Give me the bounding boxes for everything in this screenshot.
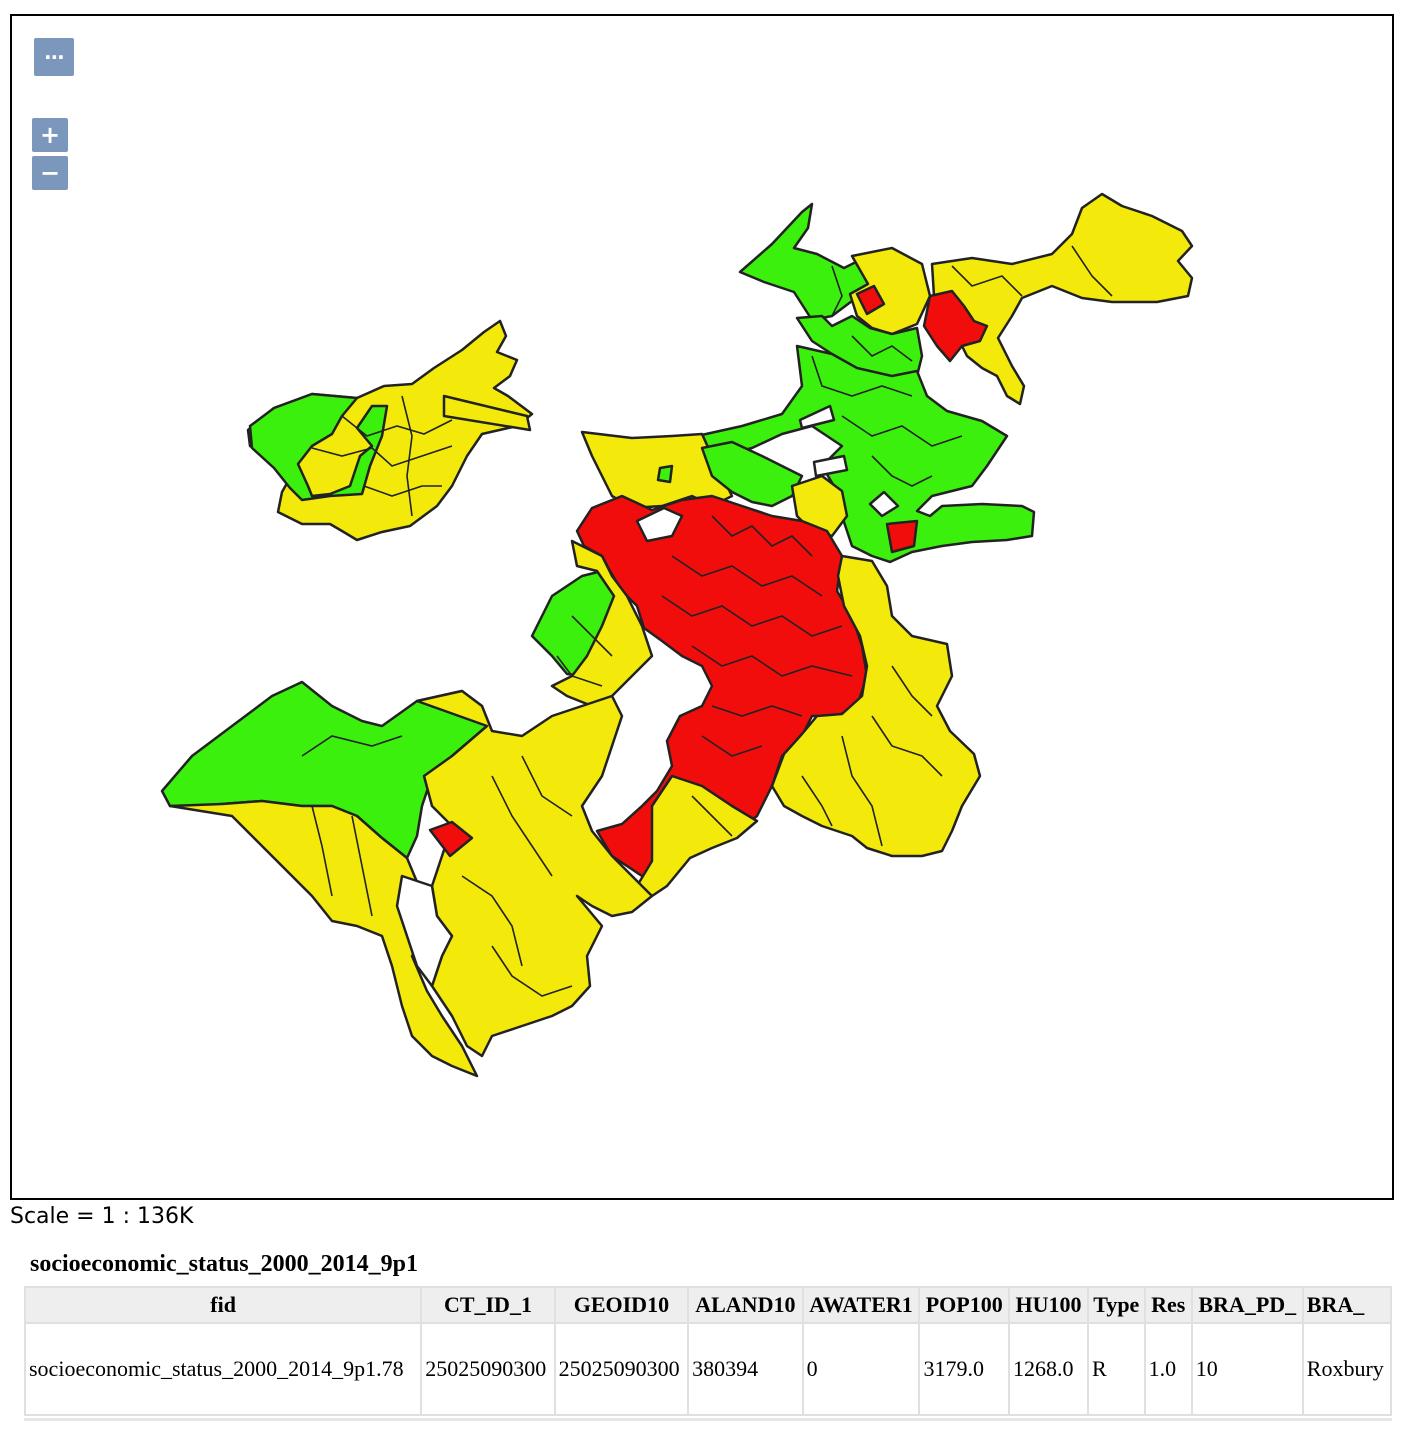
column-header[interactable]: Type <box>1087 1286 1146 1324</box>
tract-region <box>770 554 982 858</box>
column-header[interactable]: HU100 <box>1007 1286 1090 1324</box>
tract-region <box>246 319 534 542</box>
table-cell: Roxbury <box>1301 1322 1392 1416</box>
table-cell: 0 <box>801 1322 921 1416</box>
column-header[interactable]: AWATER1 <box>801 1286 921 1324</box>
tract-region <box>700 440 804 508</box>
tract-region <box>790 474 849 538</box>
scale-label: Scale = 1 : 136K <box>10 1204 194 1229</box>
column-header[interactable]: POP100 <box>918 1286 1010 1324</box>
attribute-table-grid: fid CT_ID_1 GEOID10 ALAND10 AWATER1 POP1… <box>24 1286 1392 1416</box>
tract-region <box>922 289 989 363</box>
tract-region <box>868 490 900 518</box>
table-cell: 380394 <box>687 1322 804 1416</box>
table-header-row: fid CT_ID_1 GEOID10 ALAND10 AWATER1 POP1… <box>24 1286 1392 1324</box>
tract-region <box>855 284 886 316</box>
table-row[interactable]: socioeconomic_status_2000_2014_9p1.78 25… <box>24 1322 1392 1416</box>
tract-region <box>442 394 532 432</box>
tract-region <box>885 519 919 554</box>
table-cell: R <box>1087 1322 1146 1416</box>
table-cell: 1268.0 <box>1007 1322 1090 1416</box>
tract-region <box>248 392 389 502</box>
tract-region <box>168 799 479 1078</box>
zoom-in-button[interactable]: + <box>32 118 68 152</box>
table-cell: socioeconomic_status_2000_2014_9p1.78 <box>24 1322 423 1416</box>
tract-region <box>738 202 872 322</box>
column-header[interactable]: Res <box>1143 1286 1193 1324</box>
tract-region <box>550 539 654 708</box>
column-header[interactable]: CT_ID_1 <box>420 1286 556 1324</box>
tract-region <box>635 506 684 543</box>
map-viewport[interactable]: ⋯ + − <box>10 14 1394 1200</box>
tract-region <box>415 689 654 1058</box>
tract-region <box>812 454 849 478</box>
attribute-table[interactable]: fid CT_ID_1 GEOID10 ALAND10 AWATER1 POP1… <box>24 1286 1392 1421</box>
tract-region <box>930 192 1194 406</box>
table-cell: 1.0 <box>1143 1322 1193 1416</box>
column-header[interactable]: ALAND10 <box>687 1286 804 1324</box>
column-header[interactable]: BRA_PD_ <box>1190 1286 1304 1324</box>
tract-region <box>395 874 454 988</box>
table-cell: 25025090300 <box>420 1322 556 1416</box>
tract-region <box>428 820 474 858</box>
column-header[interactable]: fid <box>24 1286 423 1324</box>
table-cell: 3179.0 <box>918 1322 1010 1416</box>
zoom-out-button[interactable]: − <box>32 156 68 190</box>
tract-region <box>798 404 836 430</box>
column-header[interactable]: BRA_ <box>1301 1286 1392 1324</box>
layer-title: socioeconomic_status_2000_2014_9p1 <box>30 1251 418 1277</box>
choropleth-map[interactable] <box>12 16 1394 1200</box>
layer-switcher-button[interactable]: ⋯ <box>34 38 74 76</box>
column-header[interactable]: GEOID10 <box>553 1286 690 1324</box>
tract-region <box>656 464 674 484</box>
table-cell: 25025090300 <box>553 1322 690 1416</box>
table-cell: 10 <box>1190 1322 1304 1416</box>
